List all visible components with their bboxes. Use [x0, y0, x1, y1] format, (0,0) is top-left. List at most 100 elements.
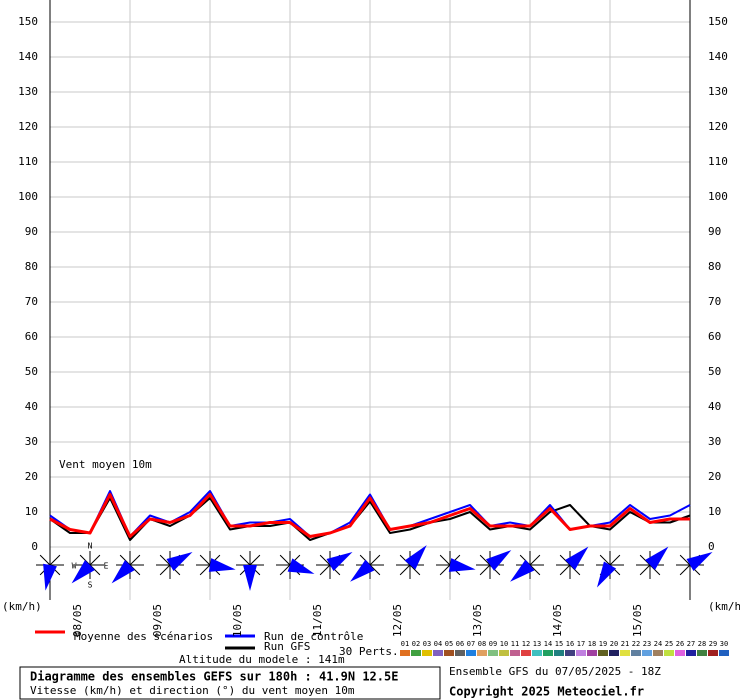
perturbation-label: 28	[698, 640, 706, 648]
rose-spoke	[409, 564, 421, 576]
rose-spoke	[249, 554, 261, 566]
y2-tick-label: 20	[708, 470, 721, 483]
y2-tick-label: 150	[708, 15, 728, 28]
wind-rose	[596, 551, 624, 588]
rose-spoke	[369, 554, 381, 566]
y-tick-label: 60	[25, 330, 38, 343]
perturbation-label: 23	[643, 640, 651, 648]
rose-spoke	[319, 554, 331, 566]
y-tick-label: 30	[25, 435, 38, 448]
wind-rose	[156, 551, 193, 579]
rose-spoke	[159, 564, 171, 576]
perturbation-label: 27	[687, 640, 695, 648]
y-tick-label: 70	[25, 295, 38, 308]
perturbation-swatch	[554, 650, 564, 656]
rose-spoke	[239, 554, 251, 566]
rose-spoke	[89, 564, 101, 576]
wind-direction	[326, 552, 353, 572]
compass-label: E	[104, 562, 109, 571]
perturbation-label: 04	[434, 640, 442, 648]
perturbation-swatch	[609, 650, 619, 656]
perturbation-label: 10	[500, 640, 508, 648]
legend-label: Moyenne des scénarios	[74, 630, 213, 643]
wind-direction	[686, 552, 713, 572]
perturbation-label: 14	[544, 640, 552, 648]
perturbation-label: 08	[478, 640, 486, 648]
rose-spoke	[679, 554, 691, 566]
perturbation-label: 07	[467, 640, 475, 648]
perturbation-swatch	[620, 650, 630, 656]
wind-direction	[565, 546, 589, 570]
wind-direction	[645, 546, 669, 570]
perturbation-swatch	[521, 650, 531, 656]
perturbation-swatch	[422, 650, 432, 656]
wind-direction	[350, 559, 375, 582]
series-line	[49, 493, 690, 538]
rose-spoke	[439, 554, 451, 566]
wind-rose	[111, 551, 144, 584]
y-tick-label: 50	[25, 365, 38, 378]
compass-label: W	[72, 562, 77, 571]
y2-tick-label: 100	[708, 190, 728, 203]
rose-spoke	[679, 564, 691, 576]
rose-spoke	[39, 554, 51, 566]
perturbation-label: 21	[621, 640, 629, 648]
x-tick-label: 14/05	[551, 604, 564, 637]
y-tick-label: 100	[18, 190, 38, 203]
wind-rose	[396, 545, 427, 579]
perturbation-label: 09	[489, 640, 497, 648]
perturbation-swatch	[444, 650, 454, 656]
perturbation-label: 26	[676, 640, 684, 648]
rose-spoke	[129, 564, 141, 576]
wind-rose	[476, 550, 512, 579]
x-tick-label: 13/05	[471, 604, 484, 637]
wind-direction	[485, 550, 512, 571]
wind-direction	[243, 565, 257, 591]
y2-tick-label: 40	[708, 400, 721, 413]
rose-spoke	[369, 564, 381, 576]
perturbation-swatch	[664, 650, 674, 656]
y2-tick-label: 120	[708, 120, 728, 133]
rose-spoke	[279, 554, 291, 566]
perturbation-label: 22	[632, 640, 640, 648]
y-tick-label: 130	[18, 85, 38, 98]
y-tick-label: 80	[25, 260, 38, 273]
wind-direction	[111, 560, 135, 584]
y2-tick-label: 50	[708, 365, 721, 378]
perturbation-swatch	[477, 650, 487, 656]
wind-rose	[71, 551, 104, 584]
wind-rose	[196, 551, 236, 579]
x-tick-label: 10/05	[231, 604, 244, 637]
perturbation-swatch	[400, 650, 410, 656]
y2-tick-label: 70	[708, 295, 721, 308]
y2-tick-label: 10	[708, 505, 721, 518]
perturbation-label: 16	[566, 640, 574, 648]
perturbation-label: 19	[599, 640, 607, 648]
wind-rose	[556, 546, 589, 579]
y2-tick-label: 110	[708, 155, 728, 168]
y2-tick-label: 0	[708, 540, 715, 553]
y2-tick-label: 90	[708, 225, 721, 238]
perturbation-label: 18	[588, 640, 596, 648]
rose-spoke	[559, 564, 571, 576]
perturbation-swatch	[598, 650, 608, 656]
perturbation-label: 05	[445, 640, 453, 648]
y2-tick-label: 30	[708, 435, 721, 448]
compass-label: S	[88, 581, 93, 590]
rose-spoke	[279, 564, 291, 576]
wind-direction	[597, 561, 617, 588]
y-tick-label: 0	[31, 540, 38, 553]
perturbation-swatch	[466, 650, 476, 656]
legend-label: Run GFS	[264, 640, 310, 653]
wind-rose	[36, 551, 64, 591]
wind-rose	[350, 551, 384, 582]
rose-spoke	[49, 554, 61, 566]
x-tick-label: 12/05	[391, 604, 404, 637]
perturbation-swatch	[697, 650, 707, 656]
perturbation-label: 29	[709, 640, 717, 648]
perturbations-label: 30 Perts.	[339, 645, 399, 658]
title-box	[19, 666, 441, 700]
copyright: Copyright 2025 Meteociel.fr	[449, 685, 644, 699]
perturbation-swatch	[708, 650, 718, 656]
perturbation-swatch	[675, 650, 685, 656]
